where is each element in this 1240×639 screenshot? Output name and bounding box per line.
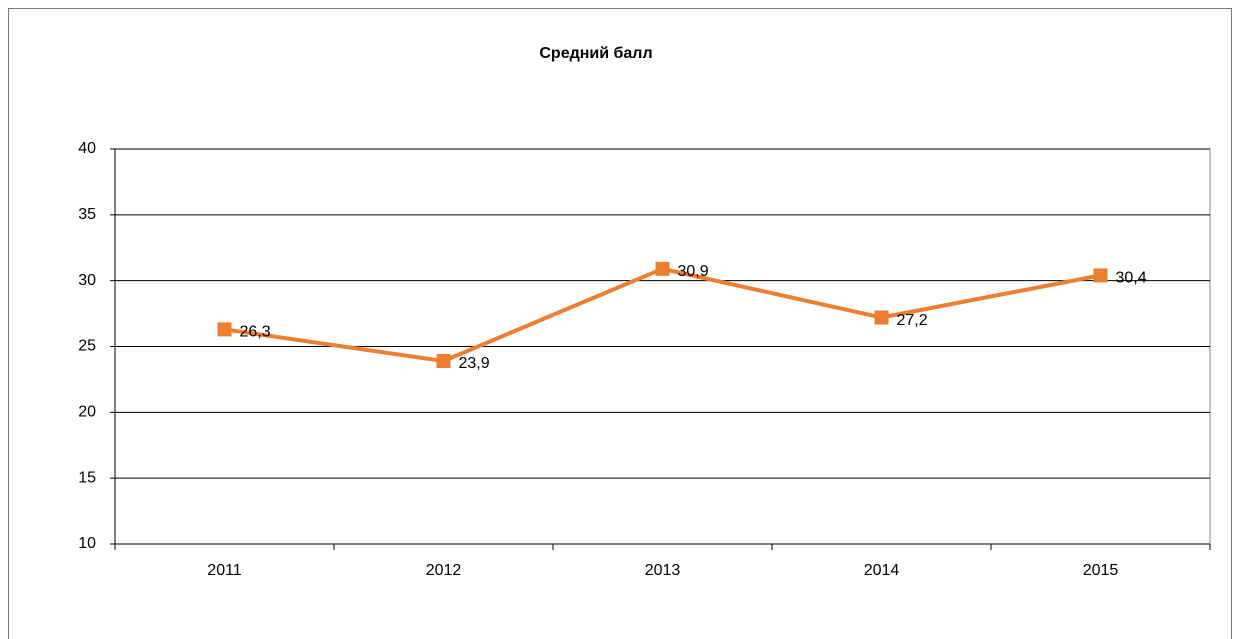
marker bbox=[436, 353, 451, 368]
chart-title: Средний балл bbox=[539, 45, 652, 62]
x-tick-label: 2013 bbox=[645, 562, 681, 579]
x-tick-label: 2012 bbox=[426, 562, 462, 579]
marker bbox=[655, 261, 670, 276]
marker bbox=[217, 322, 232, 337]
chart-border bbox=[8, 8, 1232, 639]
marker bbox=[1093, 268, 1108, 283]
y-tick-label: 30 bbox=[78, 272, 96, 289]
data-label: 27,2 bbox=[897, 312, 928, 329]
y-tick-label: 10 bbox=[78, 535, 96, 552]
data-label: 30,4 bbox=[1116, 270, 1147, 287]
y-tick-label: 40 bbox=[78, 140, 96, 157]
x-tick-label: 2015 bbox=[1083, 562, 1119, 579]
y-tick-label: 20 bbox=[78, 404, 96, 421]
y-tick-label: 25 bbox=[78, 338, 96, 355]
data-label: 26,3 bbox=[240, 324, 271, 341]
y-tick-label: 15 bbox=[78, 469, 96, 486]
y-tick-label: 35 bbox=[78, 206, 96, 223]
x-tick-label: 2014 bbox=[864, 562, 900, 579]
data-label: 23,9 bbox=[459, 355, 490, 372]
data-label: 30,9 bbox=[678, 263, 709, 280]
marker bbox=[874, 310, 889, 325]
x-tick-label: 2011 bbox=[207, 562, 242, 579]
